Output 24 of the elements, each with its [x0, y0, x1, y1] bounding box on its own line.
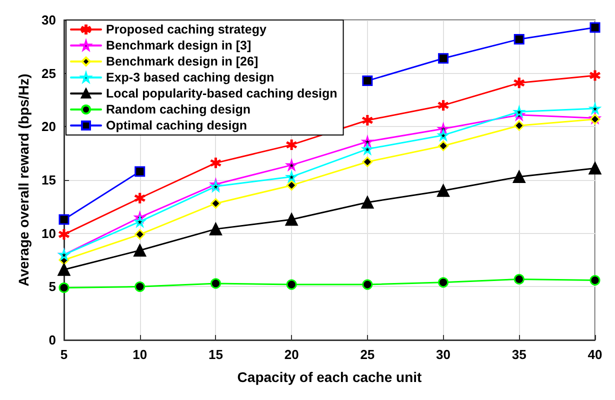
- x-tick-label: 10: [132, 347, 148, 362]
- y-tick-label: 0: [48, 332, 56, 348]
- y-axis-title: Average overall reward (bps/Hz): [16, 74, 32, 286]
- y-tick-label: 30: [42, 12, 56, 28]
- x-tick-label: 25: [360, 347, 375, 362]
- x-tick-label: 35: [512, 347, 526, 362]
- legend-label: Random caching design: [106, 102, 250, 116]
- x-tick-label: 40: [588, 347, 602, 362]
- legend-label: Exp-3 based caching design: [106, 70, 274, 84]
- y-tick-label: 20: [42, 119, 56, 134]
- y-tick-label: 10: [42, 226, 56, 241]
- y-tick-label: 15: [42, 172, 56, 188]
- y-tick-label: 5: [48, 279, 56, 294]
- legend-label: Optimal caching design: [106, 118, 247, 132]
- legend-label: Local popularity-based caching design: [106, 86, 338, 100]
- legend-label: Proposed caching strategy: [106, 22, 267, 36]
- x-tick-label: 30: [436, 347, 451, 362]
- x-axis-title: Capacity of each cache unit: [237, 369, 422, 385]
- y-tick-label: 25: [42, 66, 56, 81]
- x-tick-label: 20: [284, 347, 299, 362]
- legend-label: Benchmark design in [3]: [106, 38, 252, 52]
- x-tick-label: 5: [60, 347, 68, 362]
- legend-label: Benchmark design in [26]: [106, 54, 258, 68]
- x-tick-label: 15: [208, 347, 223, 362]
